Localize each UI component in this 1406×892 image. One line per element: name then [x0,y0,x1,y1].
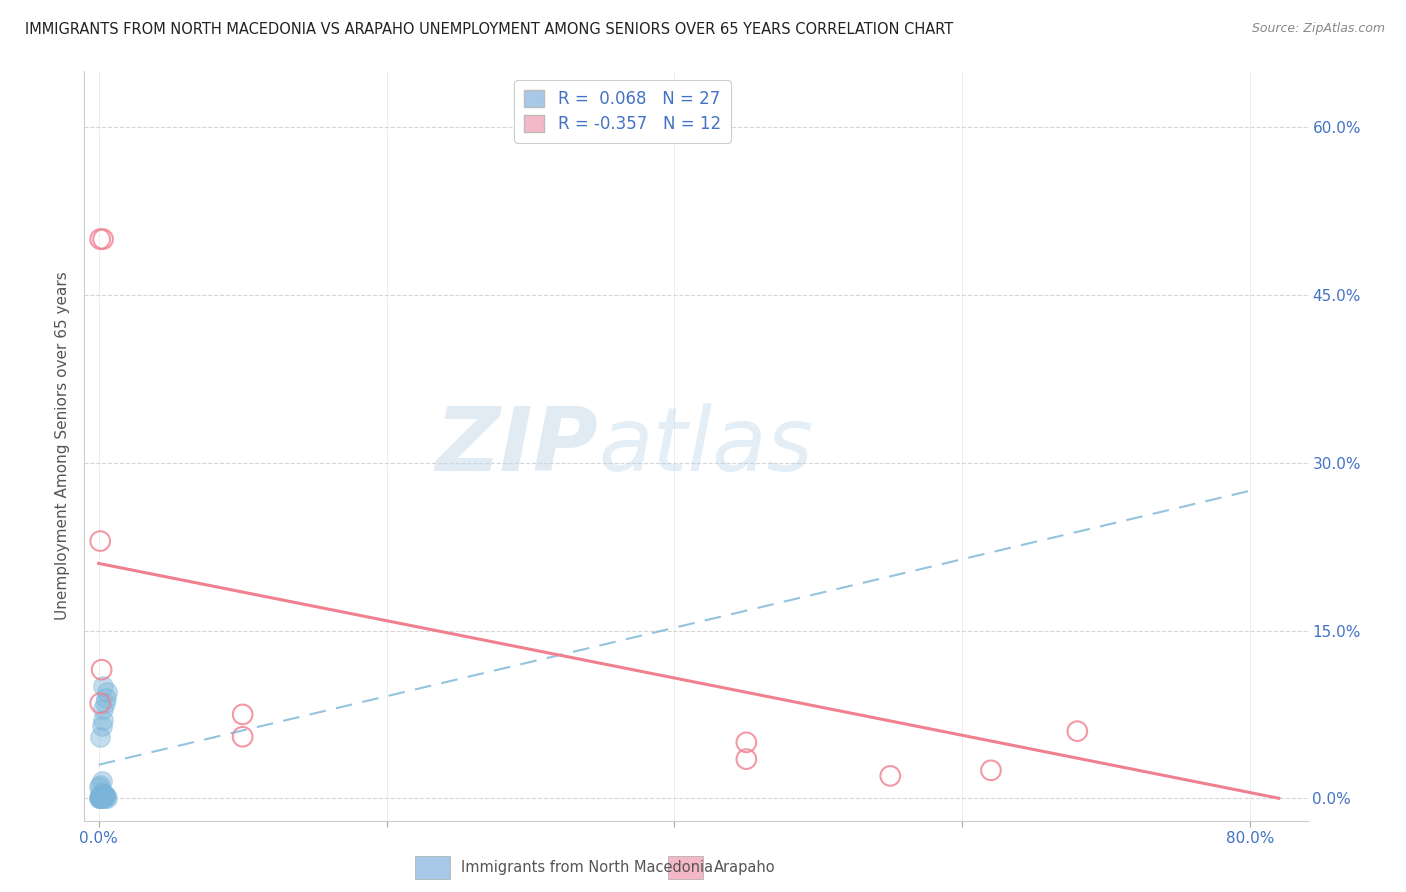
Point [94,690,117,705]
Point [89,791,111,805]
Point [90,774,112,789]
Text: Source: ZipAtlas.com: Source: ZipAtlas.com [1251,22,1385,36]
Point [91,232,114,246]
Point [87,791,110,805]
Point [89,232,111,246]
Point [96,791,118,805]
Point [232,730,254,744]
Point [91,680,114,694]
Point [879,769,901,783]
Point [89,730,111,744]
Point [87,780,110,794]
Point [91,713,114,727]
Text: Arapaho: Arapaho [714,861,776,875]
Point [980,764,1002,778]
Point [90,789,112,803]
Point [87,791,110,805]
Point [89,791,111,805]
Point [91,702,114,716]
Point [93,791,115,805]
Point [90,663,112,677]
Point [232,707,254,722]
Point [1066,724,1088,739]
Point [89,789,111,803]
Point [90,786,112,800]
Point [90,718,112,732]
Point [89,788,111,802]
Point [91,791,114,805]
Legend: R =  0.068   N = 27, R = -0.357   N = 12: R = 0.068 N = 27, R = -0.357 N = 12 [515,79,731,143]
Y-axis label: Unemployment Among Seniors over 65 years: Unemployment Among Seniors over 65 years [55,272,70,620]
Text: Immigrants from North Macedonia: Immigrants from North Macedonia [461,861,713,875]
Point [89,696,111,710]
Point [91,789,114,803]
Point [89,778,111,792]
Point [735,735,758,749]
Point [94,789,117,803]
Point [90,791,112,805]
Text: IMMIGRANTS FROM NORTH MACEDONIA VS ARAPAHO UNEMPLOYMENT AMONG SENIORS OVER 65 YE: IMMIGRANTS FROM NORTH MACEDONIA VS ARAPA… [25,22,953,37]
Point [96,685,118,699]
Point [735,752,758,766]
Text: ZIP: ZIP [436,402,598,490]
Text: atlas: atlas [598,403,813,489]
Point [91,786,114,800]
Point [89,534,111,549]
Point [93,696,115,710]
Point [93,788,115,802]
